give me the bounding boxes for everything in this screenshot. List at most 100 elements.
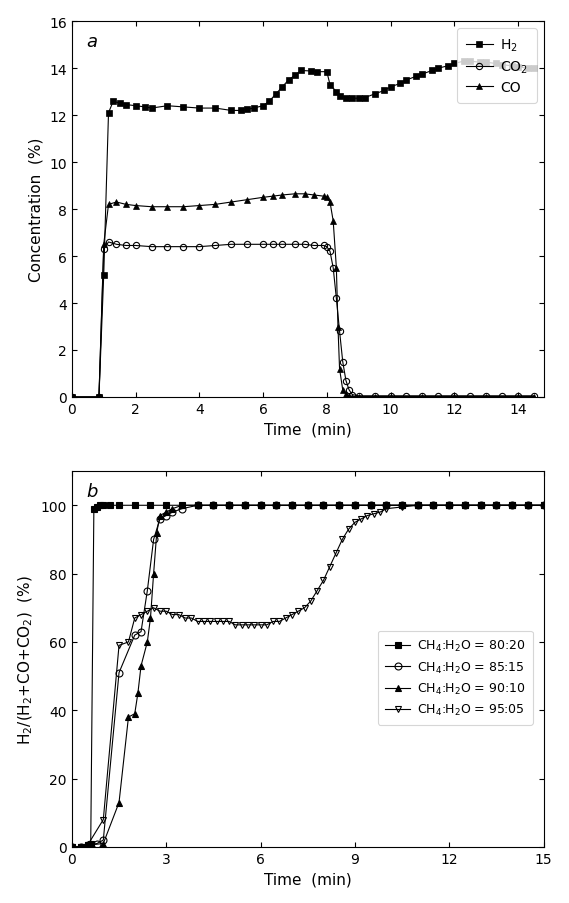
Text: a: a <box>86 33 97 51</box>
CO <box>228 198 234 209</box>
CH$_4$:H$_2$O = 90:10 <box>68 842 75 852</box>
CH$_4$:H$_2$O = 85:15 <box>273 500 279 511</box>
CO$_2$ <box>498 391 505 402</box>
CH$_4$:H$_2$O = 85:15 <box>525 500 531 511</box>
CO$_2$ <box>355 391 362 402</box>
CH$_4$:H$_2$O = 80:20 <box>399 500 406 511</box>
CO$_2$ <box>467 391 473 402</box>
CH$_4$:H$_2$O = 90:10 <box>257 500 264 511</box>
CH$_4$:H$_2$O = 90:10 <box>461 500 468 511</box>
CH$_4$:H$_2$O = 80:20 <box>78 842 85 852</box>
CH$_4$:H$_2$O = 85:15 <box>320 500 327 511</box>
CO$_2$ <box>196 242 203 253</box>
CO$_2$ <box>96 392 102 403</box>
CH$_4$:H$_2$O = 85:15 <box>226 500 233 511</box>
Legend: CH$_4$:H$_2$O = 80:20, CH$_4$:H$_2$O = 85:15, CH$_4$:H$_2$O = 90:10, CH$_4$:H$_2: CH$_4$:H$_2$O = 80:20, CH$_4$:H$_2$O = 8… <box>378 631 533 725</box>
CO$_2$ <box>323 242 330 253</box>
CO <box>301 189 308 200</box>
CH$_4$:H$_2$O = 90:10 <box>134 688 141 699</box>
CO <box>311 191 318 201</box>
Line: CO$_2$: CO$_2$ <box>69 239 537 401</box>
CO$_2$ <box>291 239 298 250</box>
H$_2$ <box>530 63 537 74</box>
CO$_2$ <box>148 242 155 253</box>
CH$_4$:H$_2$O = 80:20 <box>367 500 374 511</box>
CO <box>336 364 343 375</box>
CO <box>323 192 330 203</box>
CO <box>212 200 218 210</box>
CH$_4$:H$_2$O = 85:15 <box>163 510 170 521</box>
Line: H$_2$: H$_2$ <box>69 59 537 401</box>
CH$_4$:H$_2$O = 80:20 <box>84 840 91 851</box>
CH$_4$:H$_2$O = 90:10 <box>352 500 358 511</box>
CH$_4$:H$_2$O = 85:15 <box>68 842 75 852</box>
CH$_4$:H$_2$O = 95:05 <box>339 535 346 545</box>
CH$_4$:H$_2$O = 90:10 <box>304 500 311 511</box>
Y-axis label: Concentration  (%): Concentration (%) <box>28 138 44 282</box>
CH$_4$:H$_2$O = 95:05 <box>188 613 195 624</box>
CO <box>530 392 537 403</box>
CH$_4$:H$_2$O = 90:10 <box>477 500 484 511</box>
CO <box>291 189 298 200</box>
CO <box>371 392 378 403</box>
CH$_4$:H$_2$O = 85:15 <box>304 500 311 511</box>
CH$_4$:H$_2$O = 85:15 <box>399 500 406 511</box>
Line: CH$_4$:H$_2$O = 85:15: CH$_4$:H$_2$O = 85:15 <box>68 502 547 851</box>
CH$_4$:H$_2$O = 95:05 <box>84 840 91 851</box>
CH$_4$:H$_2$O = 90:10 <box>399 500 406 511</box>
CH$_4$:H$_2$O = 85:15 <box>116 667 122 678</box>
CH$_4$:H$_2$O = 90:10 <box>446 500 452 511</box>
CH$_4$:H$_2$O = 85:15 <box>461 500 468 511</box>
CO$_2$ <box>244 239 250 250</box>
CH$_4$:H$_2$O = 80:20 <box>273 500 279 511</box>
CO <box>105 200 112 210</box>
H$_2$ <box>381 86 387 97</box>
CH$_4$:H$_2$O = 90:10 <box>414 500 421 511</box>
CO <box>355 392 362 403</box>
CH$_4$:H$_2$O = 80:20 <box>147 500 154 511</box>
Y-axis label: H$_2$/(H$_2$+CO+CO$_2$)  (%): H$_2$/(H$_2$+CO+CO$_2$) (%) <box>17 574 35 744</box>
CO <box>333 263 340 274</box>
CH$_4$:H$_2$O = 90:10 <box>153 527 160 538</box>
CO <box>419 392 426 403</box>
CH$_4$:H$_2$O = 80:20 <box>477 500 484 511</box>
CH$_4$:H$_2$O = 90:10 <box>540 500 547 511</box>
CH$_4$:H$_2$O = 85:15 <box>352 500 358 511</box>
CH$_4$:H$_2$O = 80:20 <box>525 500 531 511</box>
CH$_4$:H$_2$O = 90:10 <box>116 797 122 808</box>
CH$_4$:H$_2$O = 85:15 <box>179 504 185 515</box>
Line: CO: CO <box>68 191 538 401</box>
CH$_4$:H$_2$O = 80:20 <box>194 500 201 511</box>
CO$_2$ <box>164 242 171 253</box>
CH$_4$:H$_2$O = 90:10 <box>320 500 327 511</box>
CO$_2$ <box>123 241 130 252</box>
CH$_4$:H$_2$O = 85:15 <box>156 514 163 525</box>
CH$_4$:H$_2$O = 90:10 <box>78 842 85 852</box>
CO <box>164 202 171 213</box>
Line: CH$_4$:H$_2$O = 95:05: CH$_4$:H$_2$O = 95:05 <box>68 502 547 851</box>
CH$_4$:H$_2$O = 95:05 <box>540 500 547 511</box>
CH$_4$:H$_2$O = 90:10 <box>226 500 233 511</box>
CO <box>100 239 107 250</box>
CO$_2$ <box>336 326 343 337</box>
CO <box>483 392 489 403</box>
CO$_2$ <box>371 391 378 402</box>
CH$_4$:H$_2$O = 80:20 <box>320 500 327 511</box>
H$_2$ <box>273 89 279 100</box>
CH$_4$:H$_2$O = 80:20 <box>461 500 468 511</box>
CH$_4$:H$_2$O = 95:05 <box>100 815 107 825</box>
CH$_4$:H$_2$O = 85:15 <box>194 500 201 511</box>
CH$_4$:H$_2$O = 80:20 <box>352 500 358 511</box>
CO$_2$ <box>403 391 410 402</box>
CH$_4$:H$_2$O = 85:15 <box>138 627 145 638</box>
CH$_4$:H$_2$O = 95:05 <box>245 619 251 630</box>
CO$_2$ <box>514 391 521 402</box>
CH$_4$:H$_2$O = 80:20 <box>288 500 295 511</box>
CH$_4$:H$_2$O = 85:15 <box>477 500 484 511</box>
CH$_4$:H$_2$O = 80:20 <box>179 500 185 511</box>
CH$_4$:H$_2$O = 90:10 <box>156 510 163 521</box>
H$_2$ <box>362 93 369 104</box>
CO$_2$ <box>279 239 286 250</box>
CO$_2$ <box>311 241 318 252</box>
CO$_2$ <box>105 237 112 248</box>
